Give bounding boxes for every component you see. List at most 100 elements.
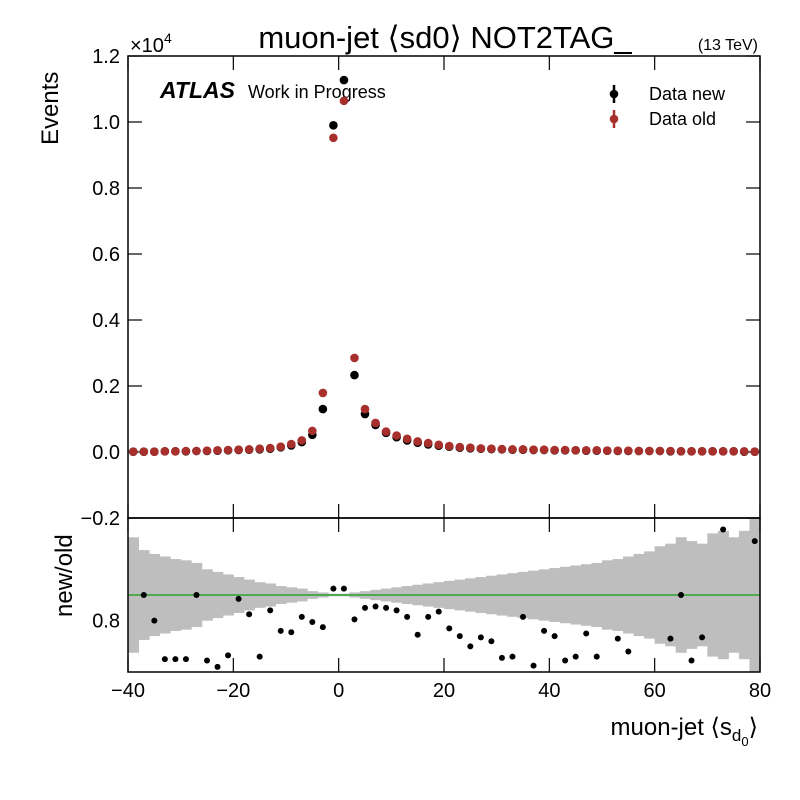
ratio-point	[593, 653, 600, 660]
data-point	[329, 121, 338, 130]
ratio-point	[541, 627, 548, 634]
data-point	[150, 447, 159, 456]
data-point	[223, 445, 233, 455]
ratio-point	[520, 613, 526, 620]
ratio-point	[583, 630, 590, 637]
ratio-point	[562, 657, 569, 664]
ratio-point	[425, 613, 432, 620]
x-tick-label: 20	[433, 680, 455, 702]
ratio-point	[614, 635, 621, 642]
x-label-close: ⟩	[749, 714, 758, 741]
ratio-point	[625, 648, 632, 655]
y-tick-label: 0.8	[92, 178, 120, 200]
y-tick-label: −0.2	[81, 508, 120, 530]
chart-title: muon-jet ⟨sd0⟩ NOT2TAG_	[258, 20, 632, 55]
x-tick-label: −40	[111, 680, 145, 702]
ratio-point	[435, 608, 442, 615]
ratio-point	[372, 603, 379, 610]
data-point	[392, 431, 401, 440]
ratio-point	[383, 604, 390, 611]
ratio-point	[225, 652, 232, 659]
data-point	[729, 447, 738, 456]
ratio-point	[678, 592, 684, 598]
data-point	[423, 438, 433, 448]
data-point	[739, 447, 749, 456]
y-tick-label: 0.4	[92, 310, 120, 332]
legend-marker	[609, 89, 619, 99]
data-point	[581, 446, 591, 455]
data-point	[160, 447, 170, 456]
data-point	[318, 388, 328, 398]
ratio-point	[267, 607, 274, 614]
data-point	[413, 437, 422, 446]
x-label-main: muon-jet ⟨s	[611, 714, 732, 741]
ratio-point	[393, 607, 400, 614]
data-point	[244, 445, 254, 454]
legend-label: Data new	[649, 84, 726, 104]
data-point	[339, 75, 349, 85]
data-point	[645, 446, 654, 456]
ratio-point	[667, 635, 674, 642]
ratio-point	[204, 657, 210, 664]
ratio-point	[699, 634, 706, 641]
data-point	[718, 447, 728, 456]
data-point	[750, 447, 760, 456]
plot-area	[128, 75, 760, 456]
legend-marker	[609, 114, 619, 124]
data-point	[708, 447, 717, 456]
data-point	[455, 442, 465, 452]
ratio-point	[246, 611, 253, 618]
ratio-point	[277, 627, 284, 634]
data-point	[592, 446, 602, 455]
data-point	[466, 443, 475, 453]
ratio-point	[172, 656, 179, 663]
data-point	[613, 446, 623, 455]
data-point	[171, 447, 180, 456]
y-tick-label: 0.0	[92, 442, 120, 464]
y-axis-label: Events	[37, 72, 64, 145]
ratio-point	[256, 653, 263, 660]
subtitle: (13 TeV)	[698, 37, 758, 54]
ratio-point	[340, 585, 347, 592]
plot-layer: −0.2 0.0 0.2 0.4 0.6 0.8 1.0 1.2 Data new Data ol…	[81, 46, 772, 702]
data-point	[518, 445, 528, 454]
legend-label: Data old	[649, 109, 716, 129]
data-point	[265, 443, 275, 453]
ratio-point	[720, 526, 727, 533]
data-point	[360, 404, 370, 414]
data-point	[308, 426, 317, 436]
data-point	[339, 96, 349, 106]
x-axis-label: muon-jet ⟨sd0⟩	[611, 714, 758, 749]
y-multiplier-exponent: 4	[164, 30, 172, 46]
data-point	[128, 447, 138, 456]
status-label: Work in Progress	[248, 82, 386, 102]
data-point	[213, 446, 222, 455]
data-point	[402, 434, 412, 444]
data-point	[350, 370, 359, 380]
y-tick-label: 0.6	[92, 244, 120, 266]
data-point	[666, 446, 675, 456]
x-label-subsub: 0	[741, 734, 748, 749]
data-point	[655, 446, 665, 456]
data-point	[444, 441, 454, 451]
data-point	[539, 445, 549, 454]
ratio-point	[456, 633, 463, 640]
y-tick-label: 1.0	[92, 112, 120, 134]
experiment-label: ATLAS	[159, 77, 236, 103]
ratio-point	[298, 613, 305, 620]
ratio-point	[193, 592, 200, 598]
data-point	[139, 447, 149, 456]
ratio-point	[140, 592, 147, 598]
data-point	[255, 444, 264, 454]
data-point	[234, 445, 243, 454]
ratio-point	[498, 654, 505, 661]
data-point	[297, 436, 307, 445]
ratio-point	[467, 643, 474, 650]
data-point	[676, 447, 686, 456]
data-point	[508, 445, 517, 454]
ratio-point	[330, 585, 337, 592]
ratio-point	[214, 663, 221, 670]
ratio-point	[572, 653, 579, 660]
data-point	[192, 446, 201, 456]
